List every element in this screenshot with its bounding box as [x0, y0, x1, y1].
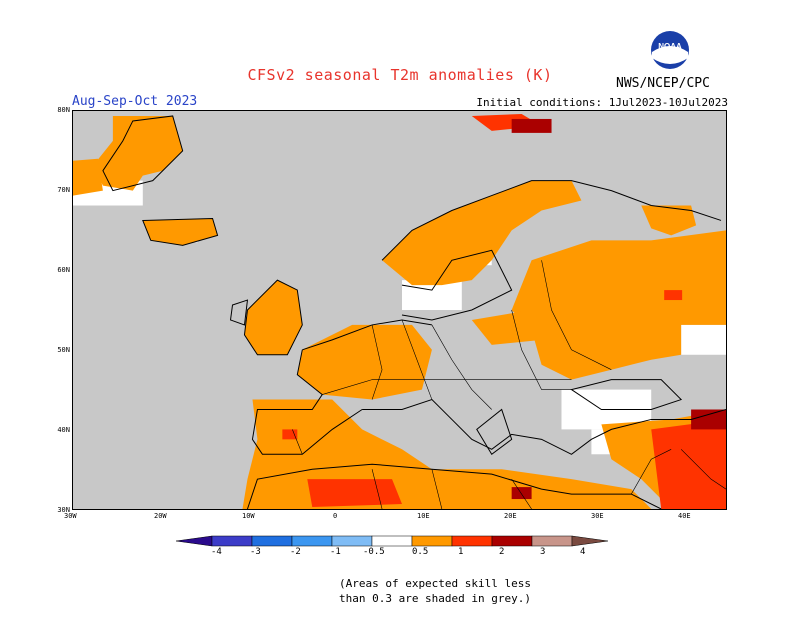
legend-label: -2	[290, 547, 301, 557]
legend-cell	[291, 535, 333, 547]
strong-warm-anomaly-areas	[282, 113, 726, 509]
legend-arrow-low	[175, 535, 213, 547]
legend-label: -1	[330, 547, 341, 557]
lon-label: 10W	[242, 512, 255, 520]
legend-label: 2	[499, 547, 505, 557]
very-strong-warm-anomaly-areas	[511, 118, 726, 500]
legend-label: 0.5	[412, 547, 429, 557]
lon-label: 40E	[678, 512, 691, 520]
map-title: CFSv2 seasonal T2m anomalies (K)	[247, 66, 553, 84]
lon-label: 20E	[504, 512, 517, 520]
svg-text:NOAA: NOAA	[658, 42, 682, 51]
legend-cell	[371, 535, 413, 547]
lon-label: 20W	[154, 512, 167, 520]
lat-label: 30N	[57, 506, 70, 514]
lat-label: 50N	[57, 346, 70, 354]
skill-note: (Areas of expected skill less than 0.3 a…	[0, 576, 800, 606]
skill-note-line: than 0.3 are shaded in grey.)	[338, 592, 532, 605]
lon-label: 0	[333, 512, 338, 520]
legend-label: -3	[250, 547, 261, 557]
lat-label: 80N	[57, 106, 70, 114]
legend-label: 3	[540, 547, 546, 557]
season-label: Aug-Sep-Oct 2023	[72, 94, 198, 109]
lat-label: 40N	[57, 426, 70, 434]
legend-cell	[531, 535, 573, 547]
lon-label: 30E	[591, 512, 604, 520]
legend-arrow-high	[571, 535, 609, 547]
initial-conditions-label: Initial conditions: 1Jul2023-10Jul2023	[476, 96, 728, 109]
lat-label: 60N	[57, 266, 70, 274]
legend-label: -0.5	[363, 547, 385, 557]
legend-cell	[411, 535, 453, 547]
legend-cell	[451, 535, 493, 547]
organization-label: NWS/NCEP/CPC	[616, 76, 710, 91]
coastlines	[102, 115, 726, 509]
legend-cell	[491, 535, 533, 547]
lon-label: 30W	[64, 512, 77, 520]
country-borders	[292, 260, 726, 509]
anomaly-map	[72, 110, 727, 510]
skill-note-line: (Areas of expected skill less	[338, 577, 532, 590]
legend-cell	[251, 535, 293, 547]
legend-cell	[331, 535, 373, 547]
noaa-logo: NOAA	[651, 31, 689, 69]
lat-label: 70N	[57, 186, 70, 194]
legend-cell	[211, 535, 253, 547]
legend-colorbar	[175, 535, 609, 547]
lon-label: 10E	[417, 512, 430, 520]
legend-label: -4	[211, 547, 222, 557]
legend-label: 4	[580, 547, 586, 557]
legend-label: 1	[458, 547, 464, 557]
